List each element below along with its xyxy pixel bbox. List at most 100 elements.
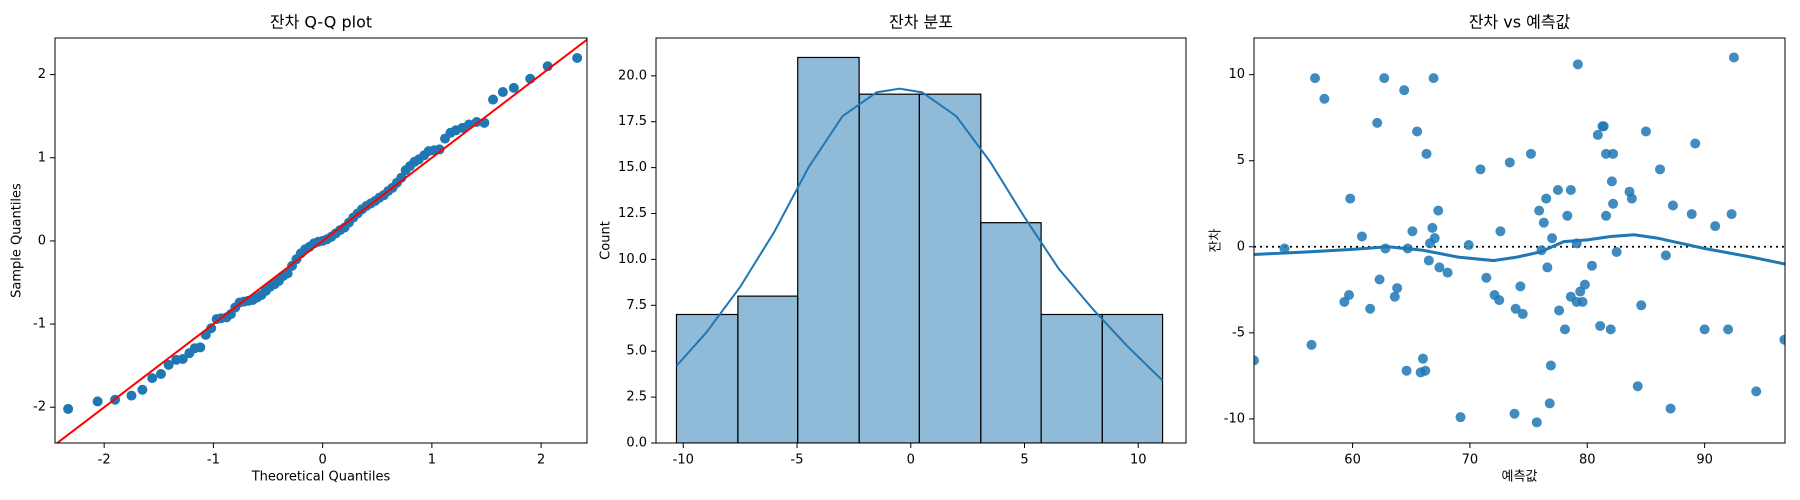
point xyxy=(1542,262,1553,273)
point xyxy=(163,359,174,370)
point xyxy=(1565,184,1576,195)
point xyxy=(1344,289,1355,300)
x-tick-label: 0 xyxy=(318,453,326,468)
point xyxy=(195,342,206,353)
bar xyxy=(797,56,860,443)
y-tick-label: 20.0 xyxy=(618,68,647,83)
point xyxy=(1423,255,1434,266)
point xyxy=(92,396,103,407)
subplot-title: 잔차 vs 예측값 xyxy=(1469,13,1571,32)
y-tick-label: 0.0 xyxy=(626,436,647,451)
point xyxy=(1728,52,1739,63)
point xyxy=(1389,291,1400,302)
point xyxy=(1541,193,1552,204)
y-axis-label: Count xyxy=(599,221,614,260)
point xyxy=(1374,274,1385,285)
point xyxy=(1751,386,1762,397)
y-tick-label: 10 xyxy=(1228,67,1245,82)
x-tick-label: 60 xyxy=(1344,453,1361,468)
x-tick-label: 2 xyxy=(537,453,545,468)
point xyxy=(1412,126,1423,137)
point xyxy=(1509,408,1520,419)
point xyxy=(177,354,188,365)
point xyxy=(1427,222,1438,233)
plot-area xyxy=(55,38,587,443)
x-tick-label: 10 xyxy=(1130,453,1147,468)
point xyxy=(1379,73,1390,84)
point xyxy=(1279,243,1290,254)
axes-frame xyxy=(1253,37,1786,444)
point xyxy=(1401,365,1412,376)
point xyxy=(1572,59,1583,70)
plot-area xyxy=(675,56,1164,443)
point xyxy=(1686,209,1697,220)
x-tick-label: 90 xyxy=(1696,453,1713,468)
y-tick-label: 2.5 xyxy=(626,390,647,405)
lowess-line xyxy=(1254,233,1785,266)
x-tick-label: 0 xyxy=(907,453,915,468)
point xyxy=(1601,210,1612,221)
x-tick-label: -5 xyxy=(791,453,804,468)
y-axis-label: Sample Quantiles xyxy=(10,183,25,298)
point xyxy=(1710,221,1721,232)
point xyxy=(1310,73,1321,84)
y-tick-label: 10.0 xyxy=(618,252,647,267)
point xyxy=(572,52,583,63)
kde-line xyxy=(675,87,1164,382)
point xyxy=(1554,305,1565,316)
point xyxy=(1517,308,1528,319)
point xyxy=(1417,353,1428,364)
point xyxy=(488,94,499,105)
point xyxy=(1254,355,1259,366)
point xyxy=(1601,148,1612,159)
point xyxy=(147,373,158,384)
bar xyxy=(858,93,921,443)
bar xyxy=(980,222,1042,443)
y-tick-label: 2 xyxy=(38,67,46,82)
point xyxy=(1510,303,1521,314)
reference-line xyxy=(55,38,587,443)
point xyxy=(1699,324,1710,335)
point xyxy=(1723,324,1734,335)
point xyxy=(1586,260,1597,271)
point xyxy=(1534,205,1545,216)
point xyxy=(1545,360,1556,371)
point xyxy=(1595,320,1606,331)
y-axis-label: 잔차 xyxy=(1209,229,1224,253)
point xyxy=(1463,240,1474,251)
point xyxy=(206,323,217,334)
x-tick-label: 80 xyxy=(1579,453,1596,468)
subplot-title: 잔차 분포 xyxy=(889,13,953,32)
y-tick-label: 1 xyxy=(38,150,46,165)
y-tick-label: -1 xyxy=(33,317,46,332)
y-tick-label: -10 xyxy=(1224,411,1245,426)
point xyxy=(1365,303,1376,314)
y-tick-label: 17.5 xyxy=(618,114,647,129)
point xyxy=(508,82,519,93)
point xyxy=(1531,417,1542,428)
point xyxy=(1605,324,1616,335)
point xyxy=(1608,148,1619,159)
point xyxy=(1475,164,1486,175)
x-tick-label: 70 xyxy=(1462,453,1479,468)
point xyxy=(1598,121,1609,132)
point xyxy=(1611,246,1622,257)
x-axis-label: Theoretical Quantiles xyxy=(251,470,391,485)
point xyxy=(1538,217,1549,228)
y-tick-label: 12.5 xyxy=(618,206,647,221)
y-tick-label: -5 xyxy=(1232,325,1245,340)
point xyxy=(1306,339,1317,350)
axes-frame xyxy=(54,37,588,444)
point xyxy=(1559,324,1570,335)
point xyxy=(1421,148,1432,159)
point xyxy=(1434,262,1445,273)
point xyxy=(1660,250,1671,261)
x-tick-label: -2 xyxy=(98,453,111,468)
point xyxy=(1562,210,1573,221)
point xyxy=(1636,300,1647,311)
point xyxy=(1392,283,1403,294)
x-tick-label: -10 xyxy=(673,453,694,468)
point xyxy=(1726,209,1737,220)
